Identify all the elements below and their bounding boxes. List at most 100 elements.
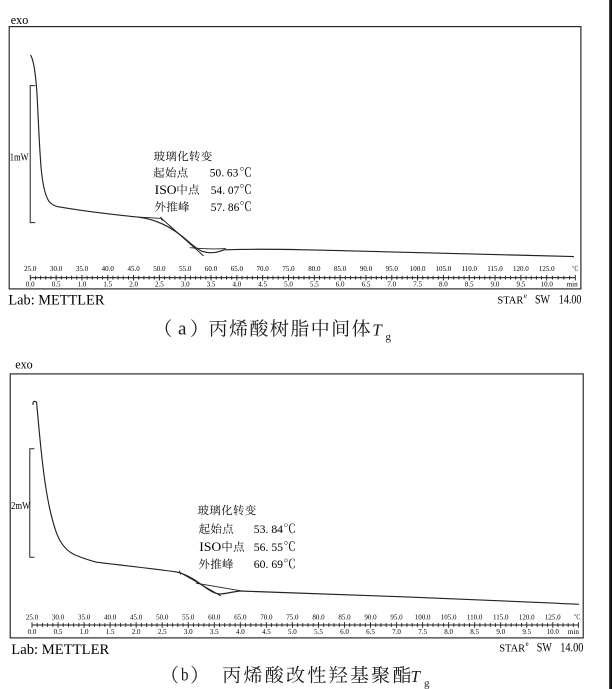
svg-text:0.5: 0.5 [52,281,61,289]
svg-text:65.0: 65.0 [231,265,244,273]
svg-text:Lab: METTLER: Lab: METTLER [8,293,104,309]
svg-text:25.0: 25.0 [26,613,39,621]
svg-text:85.0: 85.0 [334,265,347,273]
svg-text:4.5: 4.5 [262,628,271,636]
svg-text:ISO: ISO [155,183,177,197]
svg-text:SW: SW [535,293,550,307]
svg-text:3.5: 3.5 [210,628,219,636]
svg-text:45.0: 45.0 [130,613,143,621]
svg-text:57. 86: 57. 86 [211,202,240,214]
svg-text:125.0: 125.0 [545,613,561,621]
svg-text:9.5: 9.5 [522,628,531,636]
svg-text:1.0: 1.0 [80,628,89,636]
svg-text:50. 63: 50. 63 [210,168,239,180]
svg-text:5.0: 5.0 [288,628,297,636]
svg-text:b: b [181,665,189,685]
svg-text:70.0: 70.0 [257,265,270,273]
svg-text:4.0: 4.0 [236,628,245,636]
svg-text:115.0: 115.0 [487,265,503,273]
svg-text:ISO: ISO [199,540,221,554]
svg-text:e: e [524,292,527,300]
svg-text:65.0: 65.0 [234,613,247,621]
svg-text:54. 07: 54. 07 [211,185,240,197]
svg-text:9.5: 9.5 [517,281,526,289]
svg-text:30.0: 30.0 [50,265,63,273]
svg-text:8.0: 8.0 [439,281,448,289]
svg-text:35.0: 35.0 [76,265,89,273]
svg-text:90.0: 90.0 [364,613,377,621]
svg-text:115.0: 115.0 [493,613,509,621]
svg-text:60.0: 60.0 [205,265,218,273]
svg-text:8.5: 8.5 [465,281,474,289]
svg-text:125.0: 125.0 [539,265,555,273]
svg-text:40.0: 40.0 [102,265,115,273]
svg-text:6.5: 6.5 [366,628,375,636]
svg-text:60.0: 60.0 [208,613,221,621]
svg-text:70.0: 70.0 [260,613,273,621]
svg-text:3.5: 3.5 [207,281,216,289]
svg-text:75.0: 75.0 [282,265,295,273]
svg-text:105.0: 105.0 [436,265,452,273]
svg-text:6.5: 6.5 [362,281,371,289]
svg-text:8.5: 8.5 [470,628,479,636]
svg-text:7.0: 7.0 [392,628,401,636]
svg-text:5.0: 5.0 [284,281,293,289]
svg-text:8.0: 8.0 [444,628,453,636]
svg-text:30.0: 30.0 [52,613,65,621]
svg-text:Lab: METTLER: Lab: METTLER [11,642,109,658]
svg-text:105.0: 105.0 [441,613,457,621]
svg-text:1mW: 1mW [10,152,29,164]
svg-text:0.0: 0.0 [26,281,35,289]
svg-text:2mW: 2mW [11,500,31,512]
svg-text:g: g [424,677,430,689]
svg-text:2.5: 2.5 [158,628,167,636]
svg-text:2.0: 2.0 [132,628,141,636]
svg-text:53. 84: 53. 84 [254,523,283,536]
svg-text:10.0: 10.0 [541,281,554,289]
svg-text:6.0: 6.0 [336,281,345,289]
svg-text:exo: exo [15,357,33,372]
svg-text:e: e [526,640,529,648]
svg-text:55.0: 55.0 [182,613,195,621]
svg-text:45.0: 45.0 [127,265,140,273]
svg-text:7.0: 7.0 [387,281,396,289]
svg-text:95.0: 95.0 [390,613,403,621]
svg-text:60. 69: 60. 69 [254,558,283,571]
svg-text:2.5: 2.5 [155,281,164,289]
svg-text:1.5: 1.5 [106,628,115,636]
svg-text:55.0: 55.0 [179,265,192,273]
svg-text:5.5: 5.5 [314,628,323,636]
svg-text:80.0: 80.0 [308,265,321,273]
svg-text:50.0: 50.0 [153,265,166,273]
svg-text:120.0: 120.0 [519,613,535,621]
svg-text:9.0: 9.0 [491,281,500,289]
svg-text:SW: SW [537,641,552,655]
svg-text:a: a [178,319,187,340]
svg-text:100.0: 100.0 [415,613,431,621]
svg-text:1.0: 1.0 [78,281,87,289]
svg-text:25.0: 25.0 [24,265,37,273]
svg-text:2.0: 2.0 [129,281,138,289]
svg-text:g: g [386,331,392,343]
svg-text:7.5: 7.5 [418,628,427,636]
svg-text:110.0: 110.0 [467,613,483,621]
svg-text:4.0: 4.0 [232,281,241,289]
svg-text:14.00: 14.00 [559,293,582,307]
svg-text:0.0: 0.0 [28,628,37,636]
svg-text:exo: exo [11,12,29,27]
svg-text:56. 55: 56. 55 [254,541,283,554]
svg-text:75.0: 75.0 [286,613,299,621]
svg-text:0.5: 0.5 [54,628,63,636]
svg-text:90.0: 90.0 [360,265,373,273]
svg-text:3.0: 3.0 [184,628,193,636]
svg-text:10.0: 10.0 [547,628,560,636]
svg-text:14.00: 14.00 [560,641,583,655]
svg-text:35.0: 35.0 [78,613,91,621]
svg-text:3.0: 3.0 [181,281,190,289]
svg-text:110.0: 110.0 [461,265,477,273]
svg-text:T: T [372,320,383,339]
svg-text:120.0: 120.0 [513,265,529,273]
svg-text:5.5: 5.5 [310,281,319,289]
svg-text:80.0: 80.0 [312,613,325,621]
svg-text:4.5: 4.5 [258,281,267,289]
